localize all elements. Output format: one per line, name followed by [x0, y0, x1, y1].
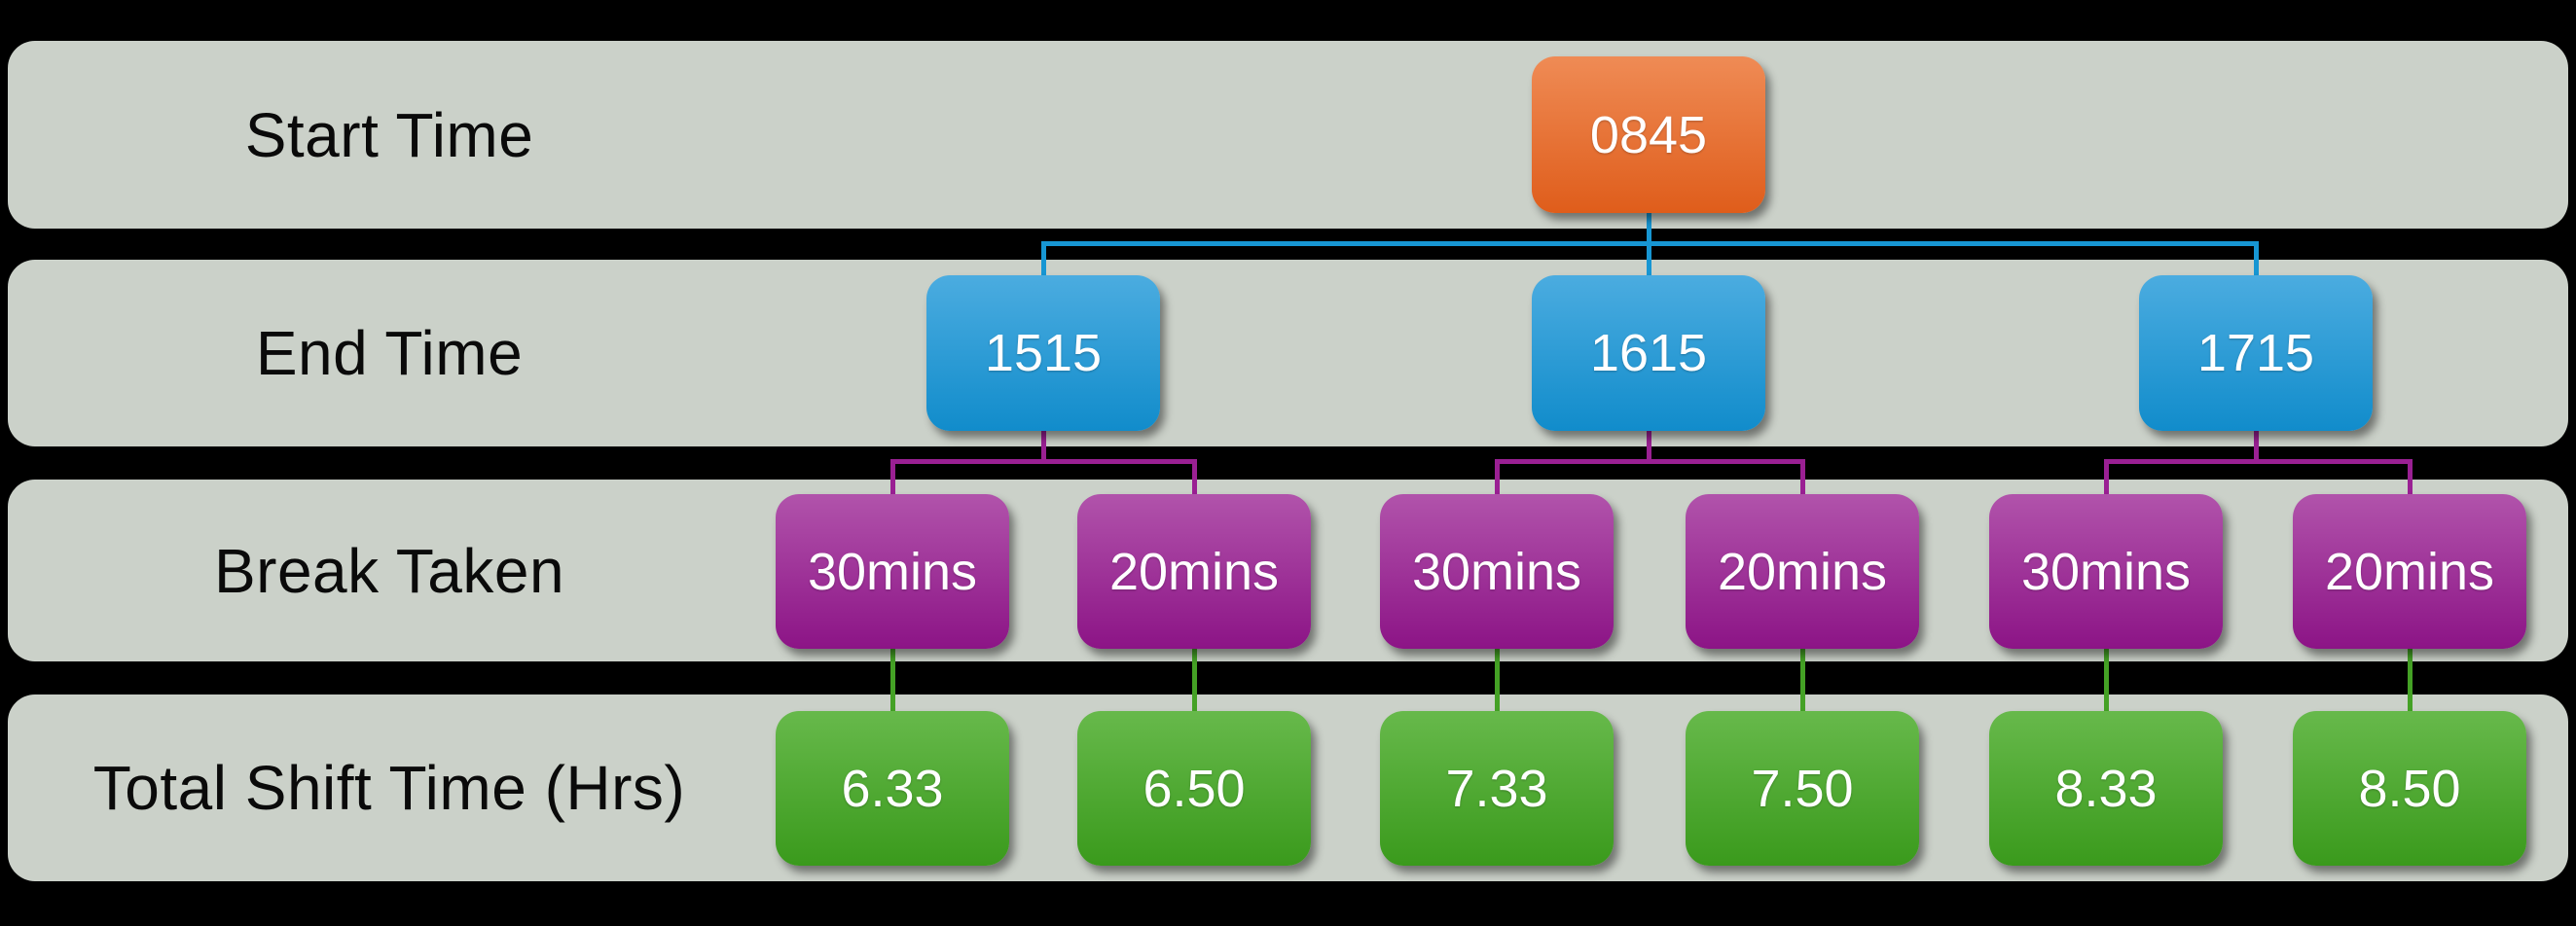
connector-break-drop-3	[2253, 431, 2259, 464]
connector-break-stub-2a	[1494, 459, 1500, 494]
break-node-2b: 20mins	[1686, 494, 1919, 649]
total-node-2b: 7.50	[1686, 711, 1919, 866]
break-node-2a: 30mins	[1380, 494, 1614, 649]
connector-break-rail-3	[2103, 459, 2413, 464]
connector-break-stub-1b	[1191, 459, 1197, 494]
connector-start-drop	[1646, 213, 1651, 246]
connector-break-stub-2b	[1799, 459, 1805, 494]
connector-break-stub-3a	[2103, 459, 2109, 494]
row-label-total-shift: Total Shift Time (Hrs)	[92, 753, 686, 823]
end-time-node-1615: 1615	[1532, 275, 1765, 431]
row-band-start-time	[8, 41, 2568, 229]
total-node-2a: 7.33	[1380, 711, 1614, 866]
row-label-break-taken: Break Taken	[213, 535, 565, 606]
total-node-3a: 8.33	[1989, 711, 2223, 866]
break-node-1a: 30mins	[776, 494, 1009, 649]
row-label-end-time: End Time	[255, 318, 524, 388]
connector-end-stub-3	[2253, 241, 2259, 275]
connector-break-rail-2	[1494, 459, 1805, 464]
connector-total-5	[2103, 649, 2109, 711]
total-node-1a: 6.33	[776, 711, 1009, 866]
connector-break-drop-1	[1040, 431, 1046, 464]
connector-break-stub-3b	[2407, 459, 2413, 494]
row-label-start-time: Start Time	[244, 99, 534, 170]
total-node-1b: 6.50	[1077, 711, 1311, 866]
connector-total-6	[2407, 649, 2413, 711]
end-time-node-1715: 1715	[2139, 275, 2373, 431]
connector-end-stub-2	[1646, 241, 1651, 275]
connector-total-3	[1494, 649, 1500, 711]
connector-break-stub-1a	[889, 459, 895, 494]
connector-total-1	[889, 649, 895, 711]
break-node-3b: 20mins	[2293, 494, 2526, 649]
connector-break-drop-2	[1646, 431, 1651, 464]
connector-total-2	[1191, 649, 1197, 711]
break-node-3a: 30mins	[1989, 494, 2223, 649]
connector-end-stub-1	[1040, 241, 1046, 275]
connector-break-rail-1	[889, 459, 1197, 464]
end-time-node-1515: 1515	[926, 275, 1160, 431]
break-node-1b: 20mins	[1077, 494, 1311, 649]
total-node-3b: 8.50	[2293, 711, 2526, 866]
connector-total-4	[1799, 649, 1805, 711]
start-time-node: 0845	[1532, 56, 1765, 213]
